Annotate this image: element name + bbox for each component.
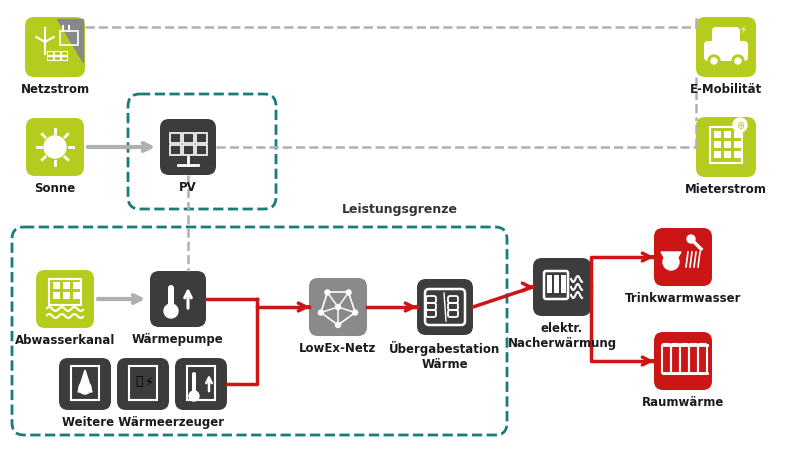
Polygon shape	[661, 253, 681, 269]
Circle shape	[325, 290, 330, 295]
Text: ⚡: ⚡	[740, 25, 746, 35]
Text: Leistungsgrenze: Leistungsgrenze	[342, 202, 458, 216]
Text: Abwasserkanal: Abwasserkanal	[15, 333, 115, 346]
Bar	[724, 132, 731, 139]
Bar	[734, 142, 741, 149]
FancyBboxPatch shape	[36, 271, 94, 328]
Text: Weitere Wärmeerzeuger: Weitere Wärmeerzeuger	[62, 415, 224, 428]
Circle shape	[353, 310, 358, 315]
FancyBboxPatch shape	[309, 278, 367, 336]
Bar	[170, 133, 181, 144]
Text: elektr.
Nacherwärmung: elektr. Nacherwärmung	[508, 321, 617, 349]
Bar	[61, 52, 67, 56]
Circle shape	[335, 305, 340, 310]
Circle shape	[708, 56, 720, 68]
Bar	[183, 133, 194, 144]
Circle shape	[346, 290, 351, 295]
Bar	[170, 146, 181, 156]
Bar	[53, 282, 60, 290]
Bar	[63, 282, 70, 290]
Text: PV: PV	[179, 180, 197, 193]
Bar	[61, 57, 67, 61]
Text: LowEx-Netz: LowEx-Netz	[299, 341, 377, 354]
Text: ⊕: ⊕	[736, 121, 744, 131]
Circle shape	[44, 137, 66, 159]
Text: E-Mobilität: E-Mobilität	[690, 83, 762, 96]
FancyBboxPatch shape	[160, 120, 216, 175]
Circle shape	[687, 235, 695, 244]
Bar	[724, 142, 731, 149]
FancyBboxPatch shape	[117, 358, 169, 410]
Circle shape	[189, 391, 199, 401]
FancyBboxPatch shape	[704, 42, 748, 62]
Bar	[54, 57, 60, 61]
Bar	[196, 146, 207, 156]
Bar	[734, 132, 741, 139]
Text: Mieterstrom: Mieterstrom	[685, 183, 767, 196]
Bar	[714, 142, 721, 149]
Circle shape	[735, 59, 741, 65]
Text: Sonne: Sonne	[34, 182, 75, 194]
Bar	[183, 146, 194, 156]
Bar	[53, 292, 60, 299]
Bar	[196, 133, 207, 144]
Bar	[71, 366, 99, 400]
FancyBboxPatch shape	[696, 18, 756, 78]
Circle shape	[711, 59, 717, 65]
Text: Übergabestation
Wärme: Übergabestation Wärme	[389, 340, 500, 370]
Circle shape	[79, 382, 91, 394]
Text: Wärmepumpe: Wärmepumpe	[132, 332, 224, 345]
Bar	[710, 128, 742, 164]
Text: 🔥: 🔥	[136, 375, 143, 388]
Bar	[724, 152, 731, 159]
Bar	[73, 282, 80, 290]
Bar	[554, 276, 559, 293]
FancyBboxPatch shape	[696, 118, 756, 178]
Bar	[49, 279, 81, 305]
Circle shape	[732, 56, 744, 68]
FancyBboxPatch shape	[712, 28, 740, 48]
Text: Raumwärme: Raumwärme	[642, 395, 724, 408]
Bar	[47, 57, 53, 61]
FancyBboxPatch shape	[533, 258, 591, 316]
Bar	[47, 52, 53, 56]
FancyBboxPatch shape	[25, 18, 85, 78]
FancyBboxPatch shape	[417, 279, 473, 335]
Bar	[73, 292, 80, 299]
Bar	[734, 152, 741, 159]
Text: ⚡: ⚡	[144, 375, 153, 388]
Polygon shape	[78, 370, 92, 392]
FancyBboxPatch shape	[192, 372, 196, 394]
Bar	[714, 132, 721, 139]
FancyBboxPatch shape	[168, 285, 174, 311]
FancyBboxPatch shape	[175, 358, 227, 410]
Circle shape	[733, 119, 747, 133]
Circle shape	[663, 254, 679, 271]
Circle shape	[318, 310, 324, 315]
Bar	[60, 32, 78, 46]
Bar	[54, 52, 60, 56]
Bar	[714, 152, 721, 159]
Circle shape	[164, 304, 178, 318]
FancyBboxPatch shape	[654, 332, 712, 390]
Bar	[187, 366, 215, 400]
FancyBboxPatch shape	[59, 358, 111, 410]
Bar	[561, 276, 566, 293]
Polygon shape	[57, 20, 83, 63]
Bar	[129, 366, 157, 400]
FancyBboxPatch shape	[26, 119, 84, 177]
Text: Trinkwarmwasser: Trinkwarmwasser	[625, 291, 741, 304]
FancyBboxPatch shape	[654, 229, 712, 286]
Bar	[547, 276, 552, 293]
FancyBboxPatch shape	[150, 272, 206, 327]
Text: Netzstrom: Netzstrom	[21, 83, 90, 96]
Circle shape	[335, 323, 340, 328]
Bar	[63, 292, 70, 299]
